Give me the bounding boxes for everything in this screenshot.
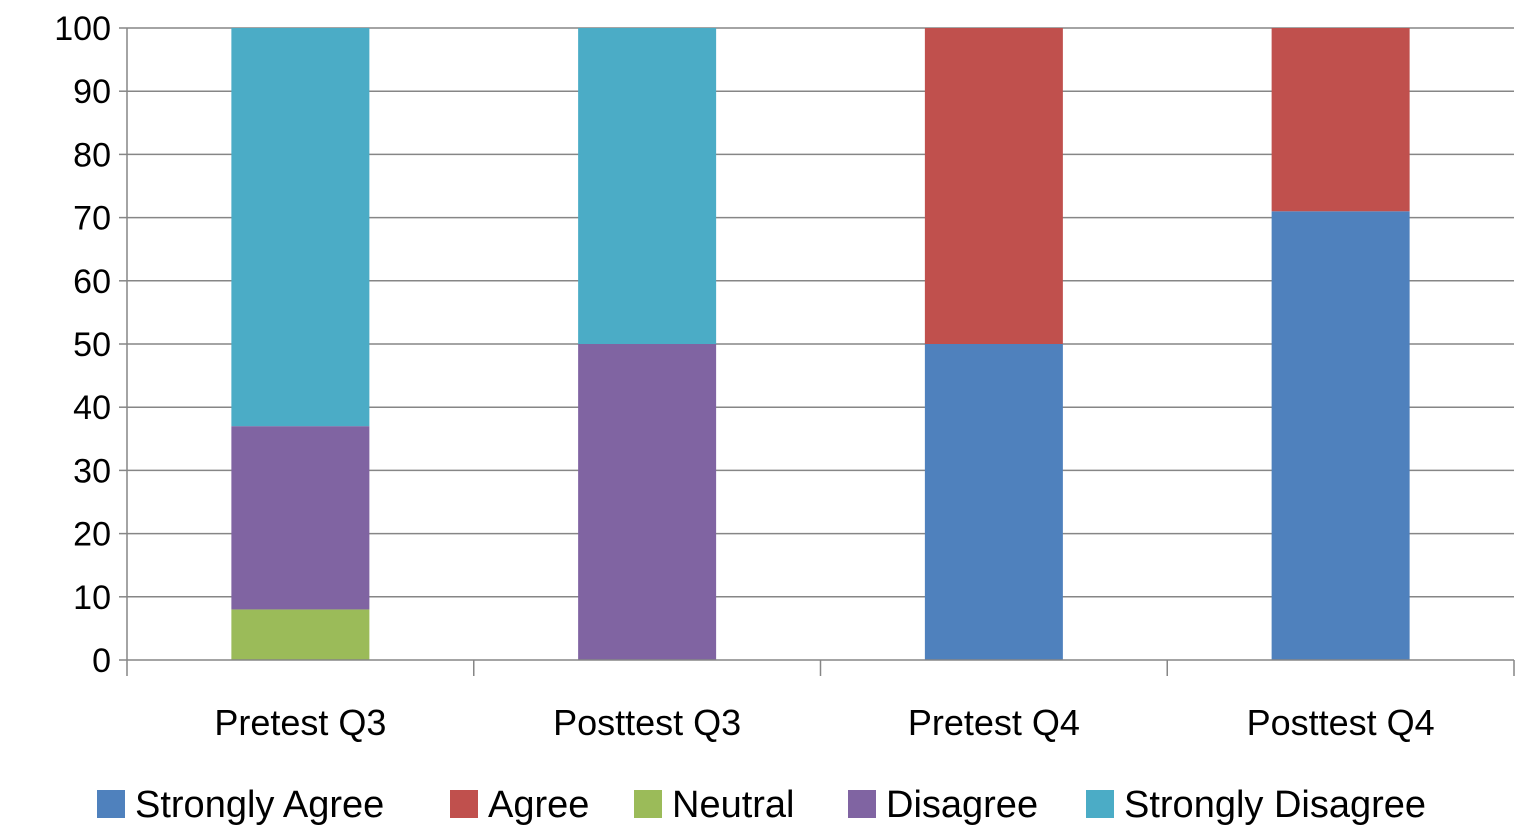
bar-segment [924, 344, 1063, 660]
y-tick-label: 70 [73, 200, 111, 238]
y-tick-label: 100 [54, 10, 111, 48]
bar-segment [578, 344, 717, 660]
legend-swatch [97, 790, 125, 818]
bars [231, 28, 1410, 660]
legend-label: Agree [488, 784, 589, 825]
y-tick-label: 0 [92, 642, 111, 680]
y-tick-labels: 0 10 20 30 40 50 60 70 80 90 100 [54, 10, 111, 680]
bar-segment [578, 28, 717, 344]
y-tick-label: 40 [73, 389, 111, 427]
bar-segment [231, 609, 370, 660]
legend-label: Strongly Agree [135, 784, 384, 825]
bar-segment [924, 28, 1063, 344]
x-category-label: Posttest Q3 [553, 702, 741, 743]
legend-swatch [848, 790, 876, 818]
axes [119, 27, 1515, 676]
legend-swatch [634, 790, 662, 818]
y-tick-label: 80 [73, 136, 111, 174]
legend: Strongly Agree Agree Neutral Disagree Strong… [97, 784, 1426, 825]
legend-label: Disagree [886, 784, 1038, 825]
legend-swatch [450, 790, 478, 818]
y-tick-label: 30 [73, 452, 111, 490]
bar-segment [231, 426, 370, 610]
category-labels: Pretest Q3 Posttest Q3 Pretest Q4 Posttest … [214, 702, 1434, 743]
legend-label: Neutral [672, 784, 795, 825]
x-category-label: Posttest Q4 [1247, 702, 1435, 743]
bar-segment [1271, 28, 1410, 212]
bar-segment [1271, 211, 1410, 660]
y-tick-label: 10 [73, 579, 111, 617]
x-category-label: Pretest Q3 [214, 702, 386, 743]
y-tick-label: 50 [73, 326, 111, 364]
y-tick-label: 90 [73, 73, 111, 111]
x-category-label: Pretest Q4 [908, 702, 1080, 743]
legend-label: Strongly Disagree [1124, 784, 1426, 825]
y-tick-label: 20 [73, 516, 111, 554]
bar-segment [231, 28, 370, 427]
legend-swatch [1086, 790, 1114, 818]
y-tick-label: 60 [73, 263, 111, 301]
